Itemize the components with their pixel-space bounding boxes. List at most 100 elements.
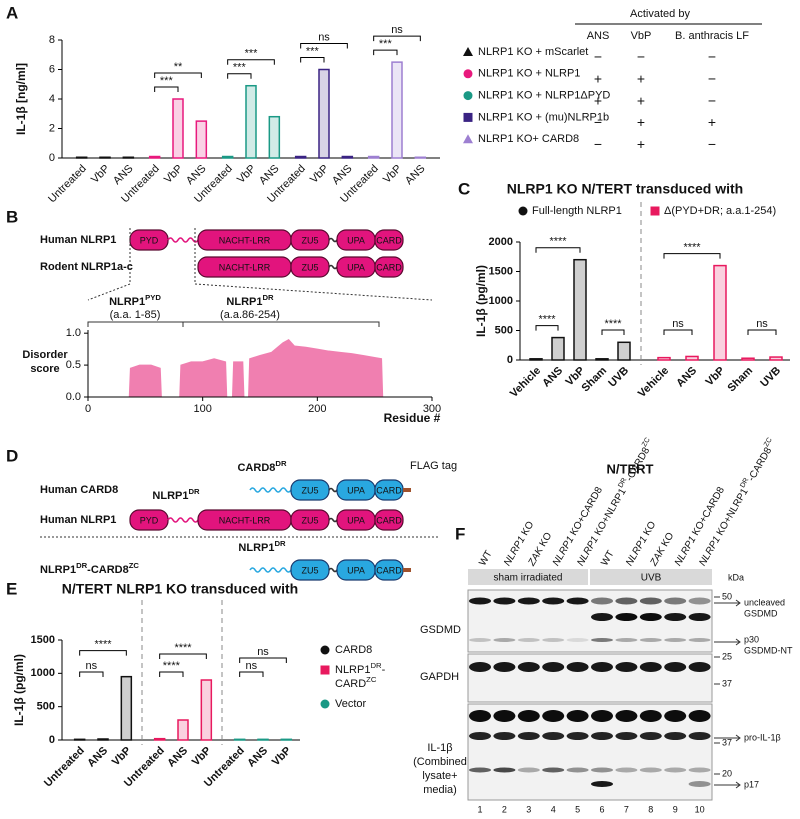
x-tick-label: UVB (606, 365, 631, 390)
domain-label: CARD (376, 515, 402, 525)
significance-label: ns (246, 660, 258, 672)
tag (403, 568, 411, 572)
blot-band (517, 638, 540, 642)
y-tick-label: 4 (49, 93, 55, 105)
blot-band (566, 732, 589, 740)
x-tick-label: ANS (540, 365, 565, 390)
text-part: -CARD8 (746, 445, 774, 483)
bar (233, 738, 246, 741)
significance-bracket (154, 72, 202, 78)
x-tick-label: Vehicle (636, 365, 671, 400)
linker (249, 567, 292, 573)
domain-box (374, 229, 404, 251)
blot-band (664, 638, 687, 642)
lane-number: 6 (599, 804, 604, 814)
blot-band (517, 597, 540, 605)
text-part: -CARD8 (87, 564, 129, 576)
blot-band (688, 662, 711, 672)
x-tick-label: ANS (245, 745, 270, 770)
significance-label: *** (306, 45, 320, 57)
significance-bracket (535, 247, 581, 253)
region-label: NLRP1DR (152, 487, 200, 502)
activation-sign: + (637, 114, 645, 130)
blot-label: GAPDH (420, 671, 459, 683)
blot-band (615, 638, 638, 642)
blot-band (639, 732, 662, 740)
x-tick-label: UVB (758, 365, 783, 390)
bar (769, 356, 783, 361)
x-tick-label: 300 (423, 403, 441, 415)
y-axis-label: IL-1β [ng/ml] (14, 63, 28, 135)
linker (328, 487, 338, 493)
activation-sign: − (708, 136, 716, 152)
activation-sign: − (708, 71, 716, 87)
lane-number: 3 (526, 804, 531, 814)
x-tick-label: VbP (381, 163, 404, 186)
significance-bracket (663, 329, 693, 335)
legend-label: Δ(PYD+DR; a.a.1-254) (664, 205, 776, 217)
group-header (590, 569, 712, 585)
legend-column-header: B. anthracis LF (675, 30, 749, 42)
y-tick-label: 0 (49, 734, 55, 746)
x-tick-label: 100 (193, 403, 211, 415)
y-tick-label: 1000 (31, 667, 55, 679)
domain-label: ZU5 (301, 235, 318, 245)
lane-number: 10 (695, 804, 705, 814)
blot-label: media) (423, 784, 457, 796)
domain-label: CARD (376, 565, 402, 575)
tag (403, 488, 411, 492)
domain-label: UPA (347, 515, 365, 525)
band-label: p30 (744, 634, 759, 644)
x-tick-label: Sham (725, 365, 755, 395)
band-label: uncleaved (744, 597, 785, 607)
significance-bracket (154, 86, 179, 92)
blot-band (566, 597, 589, 605)
blot-band (664, 662, 687, 672)
activation-sign: − (708, 49, 716, 65)
significance-bracket (535, 325, 559, 331)
activation-sign: − (594, 49, 602, 65)
italic-text: NLRP1 (502, 534, 528, 567)
bar (221, 155, 234, 159)
activation-sign: + (637, 92, 645, 108)
group-label: UVB (641, 573, 662, 584)
blot-band (688, 638, 711, 642)
text-part: NLRP1 (40, 564, 76, 576)
domain-label: ZU5 (301, 262, 318, 272)
lane-number: 7 (624, 804, 629, 814)
legend-label: CARDZC (335, 675, 377, 690)
activation-sign: − (708, 92, 716, 108)
bar (195, 120, 208, 159)
blot-band (639, 597, 662, 605)
blot-band (517, 710, 540, 722)
blot-label: GSDMD (420, 624, 461, 636)
significance-bracket (601, 329, 625, 335)
x-tick-label: 0 (85, 403, 91, 415)
band-arrow (714, 599, 741, 607)
blot-panel (467, 653, 713, 703)
blot-band (639, 638, 662, 642)
row-label: Human NLRP1 (40, 514, 116, 526)
blot-band (615, 710, 638, 722)
activation-sign: − (637, 49, 645, 65)
text-part: KO (658, 530, 676, 551)
band-arrow (714, 781, 741, 789)
x-tick-label: VbP (162, 163, 185, 186)
blot-band (542, 597, 565, 605)
bar (280, 738, 293, 741)
blot-band (688, 710, 711, 722)
blot-band (688, 767, 711, 773)
row-label: Rodent NLRP1a-c (40, 261, 133, 273)
region-label: CARD8DR (237, 459, 286, 474)
zoom-guide (194, 228, 433, 301)
bar (97, 738, 109, 741)
legend-label: NLRP1 KO+ CARD8 (478, 133, 579, 145)
significance-label: ns (86, 660, 98, 672)
y-tick-label: 6 (49, 63, 55, 75)
blot-band (591, 732, 613, 740)
text-part: NLRP1 (109, 296, 145, 308)
legend-column-header: VbP (631, 30, 652, 42)
blot-band (566, 767, 589, 773)
x-tick-label: Sham (579, 365, 609, 395)
row-label: NLRP1DR-CARD8ZC (40, 561, 139, 576)
